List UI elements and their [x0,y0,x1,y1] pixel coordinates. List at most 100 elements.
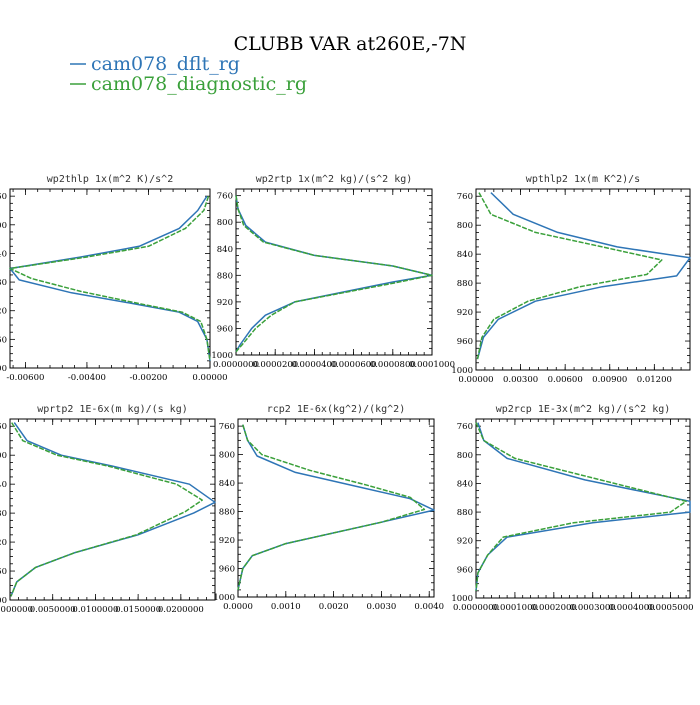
y-tick-label: 960 [457,337,473,347]
y-tick-label: 960 [219,565,235,575]
panel-title: wprtp2 1E-6x(m kg)/(s kg) [37,404,188,415]
series-line-diagnostic [475,422,687,591]
chart-panel-1: wp2thlp 1x(m^2 K)/s^2 760 800 840 880 920 960 1… [0,174,228,383]
x-tick-label: 0.0030 [367,602,397,612]
panel-title: wpthlp2 1x(m K^2)/s [526,174,640,185]
y-tick-label: 920 [217,298,233,308]
y-tick-label: 1000 [211,351,233,361]
y-tick-label: 1000 [451,594,473,604]
y-tick-label: 760 [457,192,473,202]
x-tick-label: 0.0004000 [609,603,655,613]
legend-label-dflt: cam078_dflt_rg [91,53,240,75]
x-tick-label: 0.0020 [319,602,349,612]
y-tick-label: 800 [457,221,473,231]
x-tick-label: 0.0200000 [158,605,204,615]
panel-grid: wp2thlp 1x(m^2 K)/s^2 760 800 840 880 920 960 1… [0,174,694,615]
x-tick-label: 0.00900 [592,375,627,385]
series-line-diagnostic [237,424,426,591]
plot-frame [475,418,691,599]
y-tick-label: 920 [219,536,235,546]
x-tick-label: 0.00000 [458,375,493,385]
y-tick-label: 800 [217,218,233,228]
figure-legend: cam078_dflt_rg cam078_diagnostic_rg [70,53,307,95]
x-tick-label: 0.00300 [503,375,538,385]
x-tick-label: 0.0150000 [115,605,161,615]
y-tick-label: 1000 [0,596,7,606]
x-tick-label: -0.00600 [6,373,44,383]
y-tick-label: 880 [0,278,7,288]
y-tick-label: 920 [0,307,7,317]
x-tick-label: 0.0001000 [492,603,538,613]
plot-frame [237,418,435,598]
y-tick-label: 840 [457,250,473,260]
series-line-dflt [235,195,433,353]
series-line-diagnostic [10,422,203,597]
figure-title: CLUBB VAR at260E,-7N [234,33,467,55]
x-tick-label: 0.0000000 [453,603,499,613]
y-tick-label: 920 [0,538,7,548]
series-line-dflt [10,422,216,597]
y-tick-label: 760 [217,192,233,202]
chart-panel-5: rcp2 1E-6x(kg^2)/(kg^2) 760 800 840 880 920 96… [213,404,444,612]
x-tick-label: 0.0100000 [72,605,118,615]
y-tick-label: 800 [219,451,235,461]
y-tick-label: 960 [0,567,7,577]
y-tick-label: 920 [457,308,473,318]
y-tick-label: 760 [0,192,7,202]
x-tick-label: 0.0000600 [331,360,377,370]
x-tick-label: -0.00400 [68,373,106,383]
x-tick-label: 0.0001000 [409,360,455,370]
chart-panel-4: wprtp2 1E-6x(m kg)/(s kg) 760 800 840 880 920… [0,404,216,615]
y-tick-label: 920 [457,537,473,547]
panel-title: wp2rtp 1x(m^2 kg)/(s^2 kg) [256,174,413,185]
y-tick-label: 760 [457,422,473,432]
panel-title: wp2rcp 1E-3x(m^2 kg)/(s^2 kg) [496,404,671,415]
x-tick-label: 0.0000200 [252,360,298,370]
series-line-dflt [9,195,211,361]
y-tick-label: 800 [0,221,7,231]
x-tick-label: 0.0002000 [531,603,577,613]
y-tick-label: 880 [0,509,7,519]
y-tick-label: 880 [217,271,233,281]
x-tick-label: 0.0000000 [213,360,259,370]
y-tick-label: 760 [0,422,7,432]
y-tick-label: 840 [0,480,7,490]
y-tick-label: 1000 [451,366,473,376]
x-tick-label: 0.0040 [414,602,444,612]
plot-frame [9,188,211,369]
series-line-dflt [475,422,691,591]
y-tick-label: 960 [457,565,473,575]
legend-label-diagnostic: cam078_diagnostic_rg [91,73,307,95]
y-tick-label: 1000 [213,593,235,603]
y-tick-label: 960 [217,324,233,334]
y-tick-label: 880 [457,279,473,289]
y-tick-label: 760 [219,422,235,432]
y-tick-label: 840 [0,249,7,259]
panel-title: rcp2 1E-6x(kg^2)/(kg^2) [267,404,405,415]
chart-panel-6: wp2rcp 1E-3x(m^2 kg)/(s^2 kg) 760 800 840 88… [451,404,693,613]
y-tick-label: 840 [217,245,233,255]
chart-panel-2: wp2rtp 1x(m^2 kg)/(s^2 kg) 760 800 840 880 92… [211,174,455,370]
panel-title: wp2thlp 1x(m^2 K)/s^2 [47,174,173,185]
y-tick-label: 840 [457,479,473,489]
x-tick-label: 0.0050000 [30,605,76,615]
y-tick-label: 880 [457,508,473,518]
series-line-diagnostic [476,192,663,360]
x-tick-label: 0.0000 [223,602,253,612]
series-line-diagnostic [9,195,211,361]
x-tick-label: 0.0000400 [291,360,337,370]
x-tick-label: 0.00600 [548,375,583,385]
series-line-diagnostic [235,195,433,353]
x-tick-label: 0.0005000 [648,603,694,613]
x-tick-label: -0.00200 [129,373,167,383]
x-tick-label: 0.0010 [271,602,301,612]
x-tick-label: 0.0000800 [370,360,416,370]
x-tick-label: 0.01200 [637,375,672,385]
y-tick-label: 880 [219,508,235,518]
y-tick-label: 960 [0,335,7,345]
plot-frame [235,188,433,356]
y-tick-label: 800 [457,451,473,461]
chart-panel-3: wpthlp2 1x(m K^2)/s 760 800 840 880 920 960 100… [451,174,691,385]
